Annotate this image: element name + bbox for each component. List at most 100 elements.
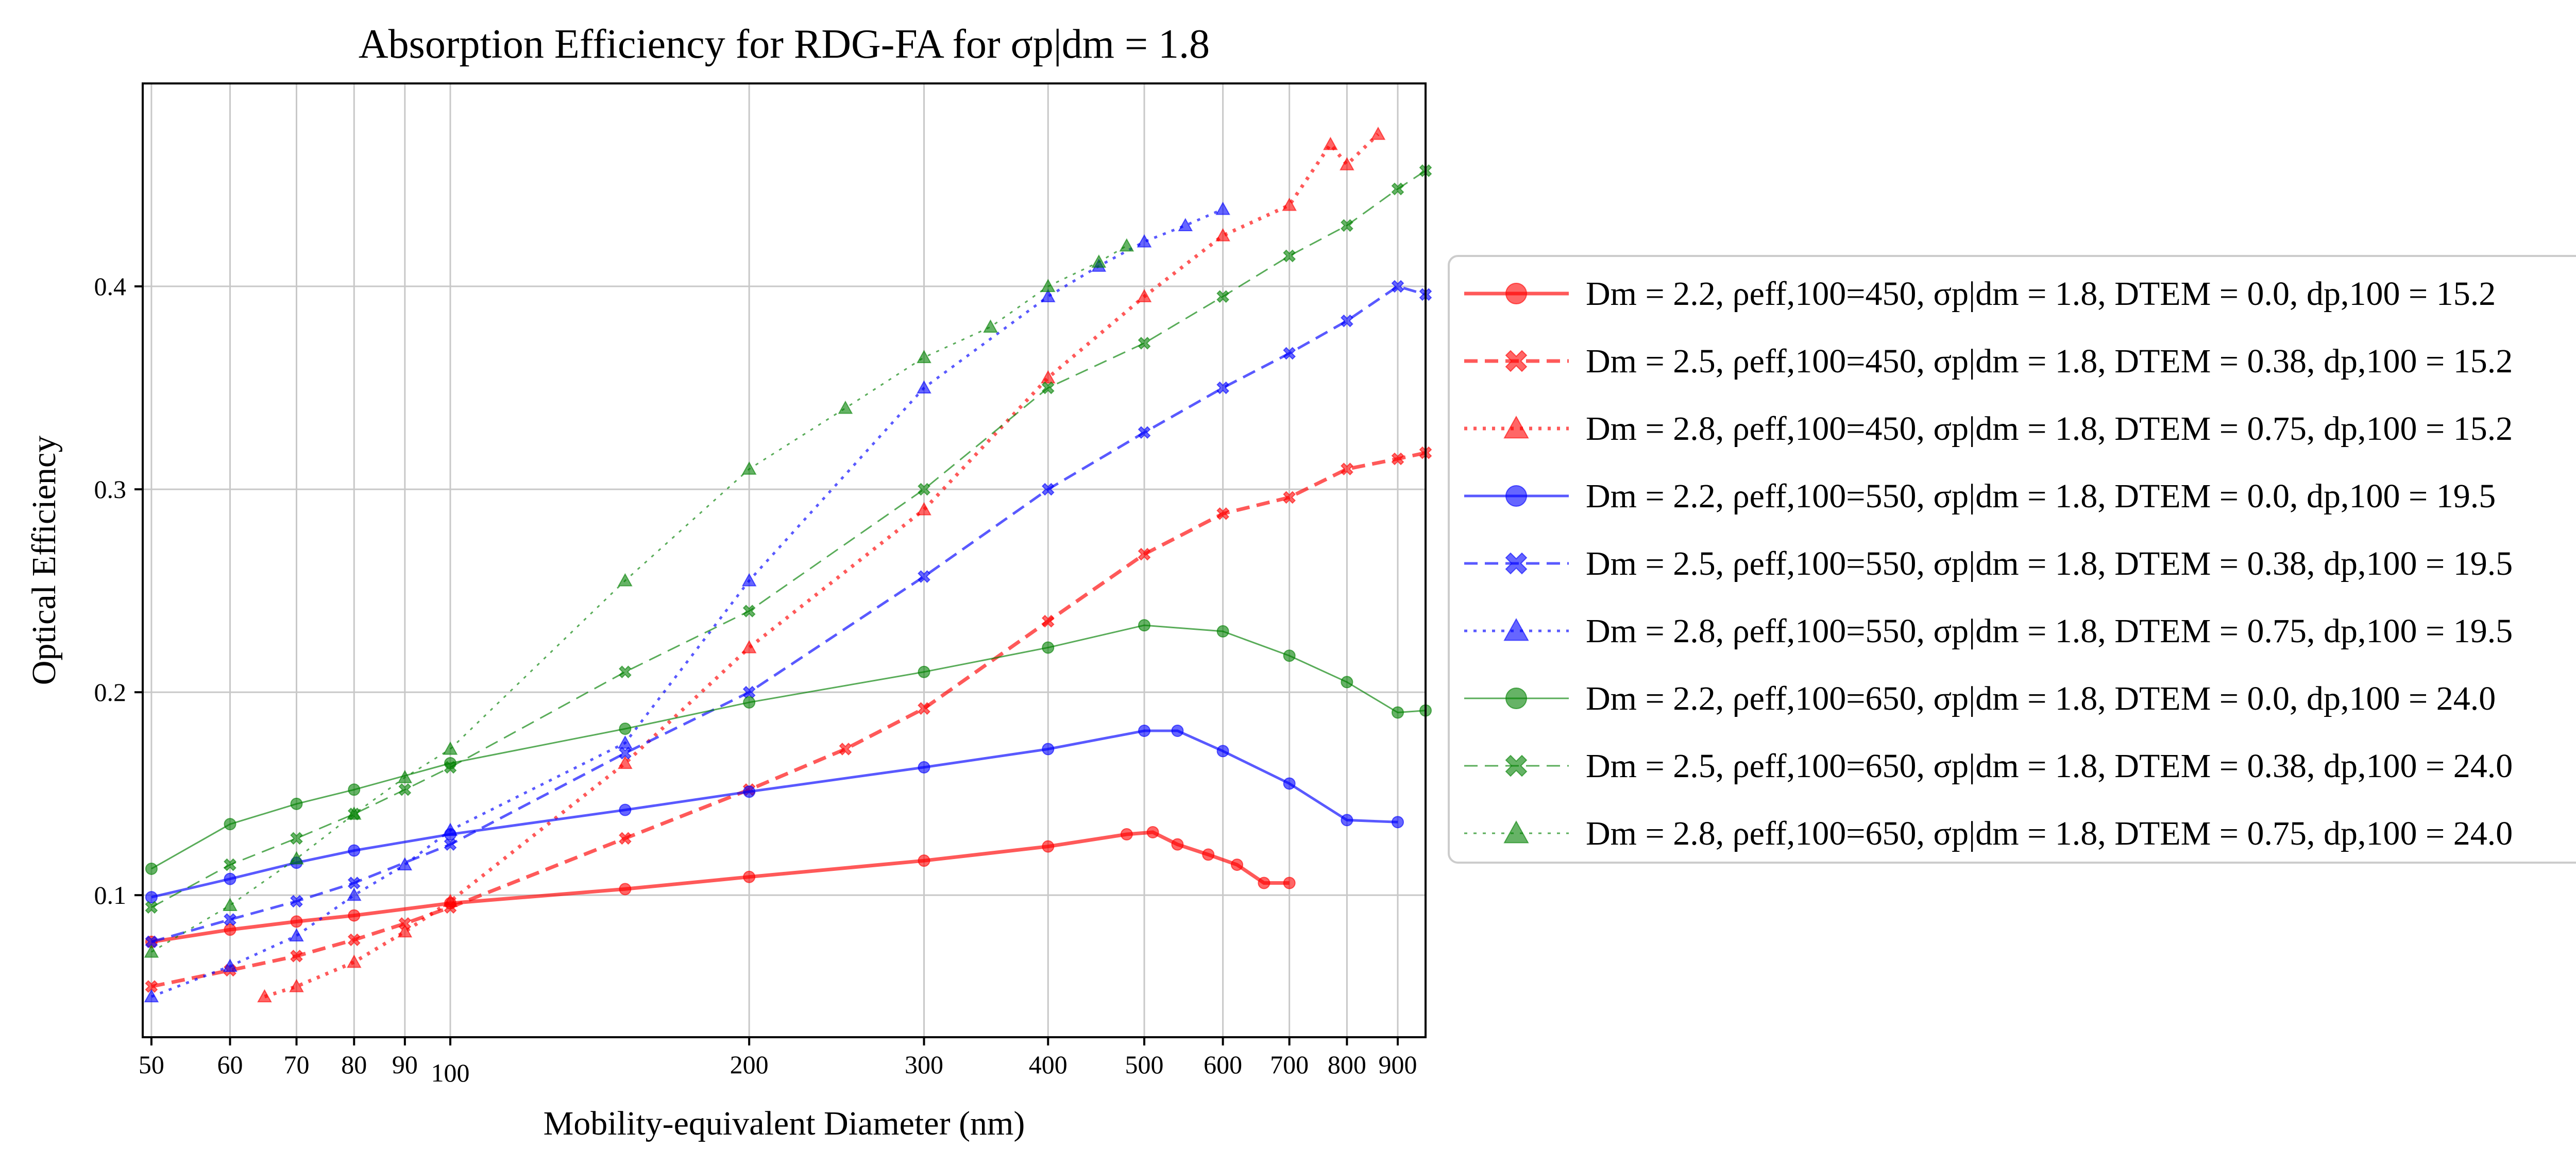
data-point	[918, 854, 930, 867]
data-point	[444, 838, 457, 851]
data-point	[1137, 234, 1152, 248]
data-point	[918, 665, 930, 678]
plot-series	[144, 126, 1432, 1003]
data-point	[290, 949, 303, 963]
data-point	[346, 887, 362, 901]
legend-label: Dm = 2.5, ρeff,100=450, σp|dm = 1.8, DTE…	[1586, 342, 2513, 380]
data-point	[918, 761, 930, 774]
data-point	[224, 913, 236, 926]
data-point	[443, 741, 458, 755]
data-point	[145, 891, 158, 904]
legend-marker	[1505, 552, 1528, 575]
series-line	[151, 830, 1290, 944]
x-axis-label: Mobility-equivalent Diameter (nm)	[544, 1105, 1025, 1142]
data-point	[398, 783, 412, 796]
data-point	[1283, 649, 1296, 662]
data-point	[1215, 201, 1230, 215]
data-point	[290, 915, 303, 928]
data-point	[1215, 228, 1230, 242]
legend-marker	[1503, 820, 1529, 844]
legend-label: Dm = 2.2, ρeff,100=550, σp|dm = 1.8, DTE…	[1586, 477, 2496, 515]
data-point	[1341, 676, 1353, 689]
data-point	[224, 872, 236, 885]
x-tick-label: 500	[1125, 1050, 1164, 1079]
x-tick-label: 70	[284, 1050, 310, 1079]
data-point	[743, 870, 756, 883]
series-line	[151, 245, 1127, 953]
data-point	[397, 769, 413, 783]
data-point	[397, 924, 413, 938]
data-point	[290, 832, 303, 845]
x-tick-label: 700	[1270, 1050, 1309, 1079]
chart-title: Absorption Efficiency for RDG-FA for σp|…	[359, 22, 1210, 67]
series-line	[150, 208, 1224, 998]
legend-item: Dm = 2.5, ρeff,100=550, σp|dm = 1.8, DTE…	[1464, 545, 2513, 582]
series-3	[257, 126, 1386, 1003]
series-line	[264, 132, 1380, 999]
y-axis-label: Optical Efficiency	[25, 436, 63, 685]
data-point	[918, 570, 930, 583]
data-point	[1040, 370, 1056, 384]
data-point	[1340, 219, 1353, 232]
data-point	[145, 980, 158, 993]
data-point	[1178, 218, 1193, 231]
series-7	[145, 619, 1432, 875]
series-9	[144, 238, 1134, 958]
data-point	[144, 989, 159, 1003]
data-point	[1041, 614, 1055, 628]
data-point	[1120, 828, 1133, 840]
data-point	[443, 894, 458, 907]
data-point	[741, 640, 757, 654]
series-line	[151, 451, 1426, 988]
data-point	[348, 783, 361, 796]
legend-marker	[1505, 485, 1527, 507]
data-point	[1283, 777, 1296, 790]
data-point	[917, 380, 931, 394]
data-point	[1216, 745, 1229, 758]
data-point	[224, 923, 236, 936]
legend-item: Dm = 2.8, ρeff,100=550, σp|dm = 1.8, DTE…	[1464, 612, 2513, 650]
data-point	[348, 909, 361, 922]
data-point	[1171, 838, 1184, 851]
data-point	[742, 605, 756, 617]
data-point	[619, 883, 632, 896]
data-point	[1137, 289, 1152, 302]
y-tick-label: 0.2	[94, 678, 127, 707]
data-point	[619, 803, 632, 816]
y-tick-label: 0.1	[94, 881, 127, 909]
data-point	[1138, 336, 1151, 350]
series-line	[151, 285, 1426, 943]
data-point	[1041, 381, 1055, 394]
data-point	[224, 858, 236, 871]
series-6	[144, 201, 1230, 1003]
data-point	[289, 928, 304, 942]
series-8	[145, 164, 1432, 914]
data-point	[223, 898, 238, 911]
data-point	[742, 685, 756, 699]
data-point	[346, 806, 362, 820]
series-2	[145, 446, 1432, 993]
data-point	[1040, 279, 1056, 293]
data-point	[741, 461, 757, 475]
data-point	[1040, 289, 1056, 302]
data-point	[444, 761, 457, 774]
data-point	[224, 818, 236, 831]
data-point	[1340, 157, 1354, 170]
data-point	[1391, 452, 1404, 466]
data-point	[1283, 877, 1296, 889]
legend-item: Dm = 2.8, ρeff,100=650, σp|dm = 1.8, DTE…	[1464, 815, 2513, 852]
data-point	[1138, 426, 1151, 439]
legend-label: Dm = 2.8, ρeff,100=550, σp|dm = 1.8, DTE…	[1586, 612, 2513, 650]
data-point	[1341, 814, 1353, 827]
data-point	[1119, 238, 1134, 252]
x-tick-label: 200	[730, 1050, 769, 1079]
series-4	[145, 724, 1404, 904]
data-point	[347, 877, 361, 889]
data-point	[1041, 483, 1055, 496]
data-point	[289, 979, 304, 992]
data-point	[619, 723, 632, 735]
data-point	[618, 756, 633, 769]
data-point	[289, 851, 304, 865]
data-point	[1138, 619, 1151, 632]
legend-label: Dm = 2.2, ρeff,100=450, σp|dm = 1.8, DTE…	[1586, 275, 2496, 313]
